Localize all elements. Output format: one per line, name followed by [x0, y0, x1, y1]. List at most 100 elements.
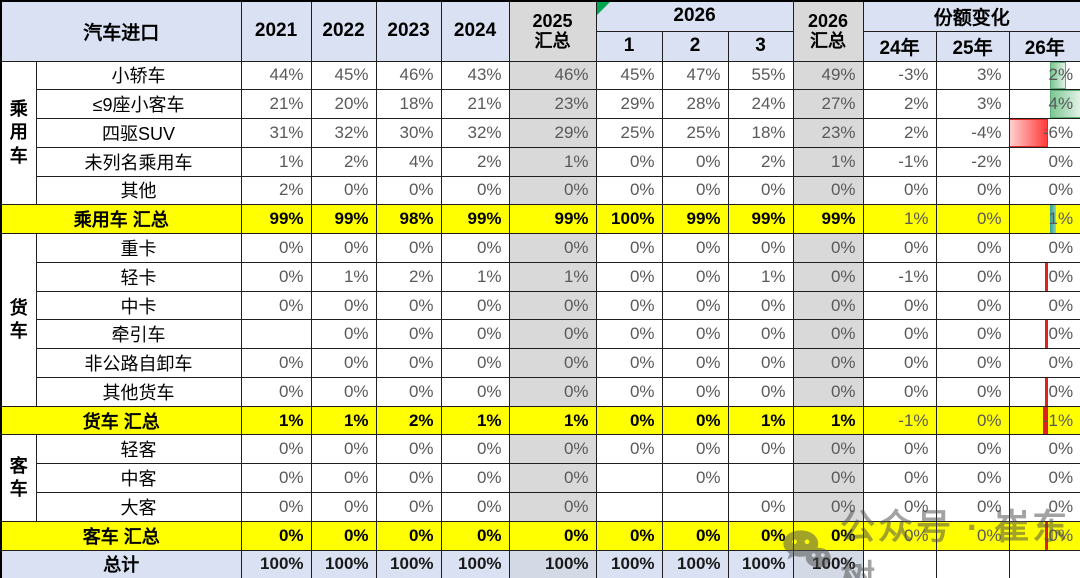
value-cell: 0%	[792, 290, 864, 321]
value-cell: 0%	[661, 261, 729, 292]
col-header-share-25: 25年	[935, 30, 1010, 62]
value-cell: 0%	[375, 175, 442, 206]
col-header-2024: 2024	[440, 0, 510, 62]
value-cell: 0%	[1008, 348, 1080, 378]
value-cell: 0%	[440, 319, 510, 350]
value-cell: 0%	[508, 434, 597, 465]
value-cell: 0%	[862, 376, 937, 407]
value-cell: 1%	[310, 261, 377, 292]
value-cell: 2%	[862, 89, 937, 120]
value-cell: 100%	[375, 549, 442, 578]
value-cell: 45%	[595, 60, 663, 91]
col-header-share-change: 份额变化	[862, 0, 1080, 32]
value-cell: 1%	[1008, 204, 1080, 235]
share-change-databar	[1049, 61, 1066, 89]
row-label: 非公路自卸车	[35, 348, 242, 378]
value-cell: 0%	[440, 348, 510, 378]
value-cell: 0%	[595, 261, 663, 292]
value-cell: 100%	[440, 549, 510, 578]
value-cell: 0%	[727, 175, 794, 206]
value-cell: 0%	[240, 434, 312, 465]
value-cell: 0%	[440, 175, 510, 206]
value-cell: 0%	[727, 520, 794, 551]
share-change-databar	[1045, 378, 1049, 406]
share-change-databar	[1010, 119, 1049, 147]
value-cell: 0%	[595, 175, 663, 206]
value-cell: 2%	[727, 146, 794, 177]
row-label: 中客	[35, 463, 242, 493]
value-cell: 0%	[935, 520, 1010, 551]
row-label: 中卡	[35, 290, 242, 321]
group-total-row: 乘用车 汇总 99% 99% 98% 99% 99% 100% 99% 99% 99% 1% 0% 1%	[0, 204, 1080, 235]
value-cell	[240, 319, 312, 350]
value-cell: 0%	[935, 319, 1010, 350]
value-cell: 0%	[792, 175, 864, 206]
value-cell: 0%	[862, 520, 937, 551]
value-cell: 0%	[792, 319, 864, 350]
value-cell: 0%	[595, 348, 663, 378]
value-cell	[661, 491, 729, 522]
value-cell: 0%	[375, 463, 442, 493]
value-cell: 0%	[595, 520, 663, 551]
value-cell: 28%	[661, 89, 729, 120]
col-header-month-1: 1	[595, 30, 663, 62]
value-cell: 0%	[1008, 175, 1080, 206]
table-row: 未列名乘用车 1% 2% 4% 2% 1% 0% 0% 2% 1% -1% -2% 0%	[1, 146, 1080, 177]
value-cell: 0%	[508, 491, 597, 522]
value-cell: 2%	[310, 146, 377, 177]
value-cell: 18%	[727, 118, 794, 148]
value-cell: 0%	[508, 175, 597, 206]
value-cell: 0%	[310, 175, 377, 206]
value-cell: 0%	[935, 290, 1010, 321]
value-cell: 0%	[310, 233, 377, 263]
value-cell: 24%	[727, 89, 794, 120]
value-cell	[862, 549, 937, 578]
col-header-2021: 2021	[240, 0, 312, 62]
value-cell: 0%	[440, 376, 510, 407]
value-cell: 0%	[792, 520, 864, 551]
value-cell: -4%	[935, 118, 1010, 148]
table-row: 中客 0% 0% 0% 0% 0% 0% 0% 0% 0% 0%	[1, 463, 1080, 493]
col-header-2026-total: 2026 汇总	[792, 0, 864, 62]
value-cell: 0%	[595, 434, 663, 465]
value-cell: 0%	[440, 491, 510, 522]
table-row: 其他 2% 0% 0% 0% 0% 0% 0% 0% 0% 0% 0% 0%	[1, 175, 1080, 206]
value-cell: 0%	[792, 491, 864, 522]
value-cell: -3%	[862, 60, 937, 91]
col-header-month-3: 3	[727, 30, 794, 62]
value-cell: 100%	[240, 549, 312, 578]
share-change-databar	[1043, 407, 1049, 434]
value-cell: 0%	[1008, 491, 1080, 522]
row-label: 其他	[35, 175, 242, 206]
value-cell: 0%	[935, 175, 1010, 206]
table-row: 其他货车 0% 0% 0% 0% 0% 0% 0% 0% 0% 0% 0% 0%	[1, 376, 1080, 407]
value-cell: 0%	[935, 463, 1010, 493]
table-title: 汽车进口	[0, 0, 242, 62]
value-cell: 0%	[1008, 261, 1080, 292]
value-cell: 0%	[792, 376, 864, 407]
value-cell: -1%	[862, 405, 937, 436]
row-label: 货车 汇总	[0, 405, 242, 436]
value-cell: 100%	[595, 549, 663, 578]
value-cell: 1%	[310, 405, 377, 436]
value-cell: 1%	[792, 405, 864, 436]
value-cell: 0%	[508, 463, 597, 493]
value-cell: 0%	[661, 520, 729, 551]
table-row: 乘 用 车小轿车 44% 45% 46% 43% 46% 45% 47% 55% 49% -3% 3%…	[0, 60, 1080, 206]
table-row: 中卡 0% 0% 0% 0% 0% 0% 0% 0% 0% 0% 0% 0%	[1, 290, 1080, 321]
value-cell: 0%	[310, 463, 377, 493]
value-cell: 0%	[595, 233, 663, 263]
value-cell: 47%	[661, 60, 729, 91]
value-cell: 0%	[1008, 290, 1080, 321]
value-cell: -1%	[1008, 405, 1080, 436]
value-cell: 23%	[792, 118, 864, 148]
value-cell: 55%	[727, 60, 794, 91]
value-cell: 2%	[375, 405, 442, 436]
value-cell: 0%	[310, 376, 377, 407]
value-cell: 44%	[240, 60, 312, 91]
share-change-databar	[1045, 320, 1049, 348]
value-cell	[595, 491, 663, 522]
col-header-month-2: 2	[661, 30, 729, 62]
value-cell: 25%	[661, 118, 729, 148]
value-cell: 2%	[1008, 60, 1080, 91]
